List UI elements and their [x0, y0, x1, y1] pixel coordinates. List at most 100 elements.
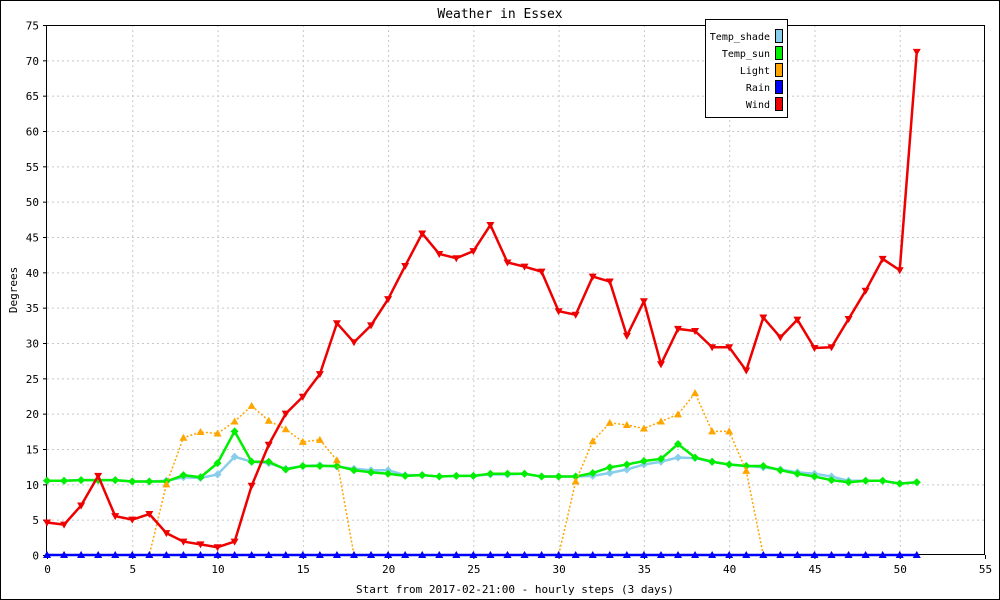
data-point-temp-sun	[367, 468, 376, 477]
data-point-temp-sun	[725, 460, 734, 469]
data-point-wind	[571, 311, 580, 319]
data-point-temp-sun	[213, 459, 222, 468]
data-point-light	[179, 433, 188, 441]
data-point-temp-shade	[230, 452, 239, 461]
data-point-wind	[111, 513, 120, 521]
data-point-light	[298, 437, 307, 445]
data-point-light	[605, 418, 614, 426]
data-point-rain	[281, 551, 290, 558]
data-point-temp-sun	[708, 457, 717, 466]
data-point-rain	[401, 551, 410, 558]
data-point-temp-sun	[60, 476, 69, 485]
data-point-rain	[43, 551, 51, 558]
data-point-temp-sun	[349, 466, 358, 475]
data-point-rain	[503, 551, 512, 558]
series-rain	[43, 551, 921, 558]
data-point-rain	[605, 551, 614, 558]
data-point-wind	[861, 287, 870, 295]
data-point-temp-sun	[776, 466, 785, 475]
data-point-rain	[656, 551, 665, 558]
data-point-temp-sun	[759, 461, 768, 470]
data-point-rain	[878, 551, 887, 558]
data-point-rain	[247, 551, 256, 558]
y-tick-label: 75	[26, 20, 39, 33]
legend-swatch-temp-shade	[775, 29, 783, 43]
data-point-wind	[349, 339, 358, 347]
legend-swatch-wind	[775, 97, 783, 111]
data-point-temp-sun	[895, 479, 904, 488]
data-point-rain	[776, 551, 785, 558]
data-point-light	[247, 401, 256, 409]
data-point-rain	[60, 551, 69, 558]
data-point-rain	[691, 551, 700, 558]
data-point-wind	[469, 248, 478, 256]
data-point-wind	[520, 263, 529, 271]
x-axis-label: Start from 2017-02-21:00 - hourly steps …	[356, 583, 674, 596]
legend-label-temp-shade: Temp_shade	[710, 32, 770, 43]
data-point-temp-sun	[247, 457, 256, 466]
data-point-temp-sun	[861, 476, 870, 485]
series-temp-sun	[43, 427, 921, 488]
data-point-rain	[162, 551, 171, 558]
x-tick-label: 40	[723, 563, 736, 576]
data-point-temp-sun	[571, 472, 580, 481]
x-tick-label: 10	[211, 563, 224, 576]
data-point-temp-sun	[844, 478, 853, 487]
data-point-rain	[844, 551, 853, 558]
data-point-light	[588, 437, 597, 445]
x-tick-label: 45	[808, 563, 821, 576]
data-point-rain	[486, 551, 495, 558]
x-tick-label: 15	[297, 563, 310, 576]
data-point-temp-sun	[537, 472, 546, 481]
data-point-temp-sun	[810, 472, 819, 481]
data-point-rain	[622, 551, 631, 558]
legend-swatch-light	[775, 63, 783, 77]
data-point-rain	[912, 551, 921, 558]
series-line-light	[47, 392, 917, 556]
y-tick-label: 60	[26, 126, 39, 139]
data-point-rain	[315, 551, 324, 558]
y-tick-label: 35	[26, 302, 39, 315]
data-point-temp-sun	[401, 471, 410, 480]
data-point-rain	[674, 551, 683, 558]
data-point-wind	[367, 322, 376, 330]
data-point-wind	[912, 48, 921, 56]
data-point-temp-sun	[639, 457, 648, 466]
legend-label-rain: Rain	[746, 83, 770, 94]
data-point-temp-sun	[503, 469, 512, 478]
data-point-rain	[145, 551, 154, 558]
data-point-temp-sun	[43, 476, 51, 485]
data-point-temp-shade	[674, 453, 683, 462]
data-point-rain	[179, 551, 188, 558]
data-point-rain	[128, 551, 137, 558]
y-tick-label: 5	[32, 514, 39, 527]
data-point-wind	[230, 538, 239, 546]
data-point-light	[639, 424, 648, 432]
data-point-rain	[827, 551, 836, 558]
x-tick-label: 50	[894, 563, 907, 576]
data-point-light	[213, 429, 222, 437]
series-wind	[43, 48, 921, 552]
x-tick-label: 55	[979, 563, 992, 576]
data-point-wind	[708, 344, 717, 352]
y-tick-label: 10	[26, 479, 39, 492]
y-tick-label: 25	[26, 373, 39, 386]
series-line-wind	[46, 51, 919, 549]
data-point-wind	[43, 519, 51, 527]
data-point-temp-sun	[179, 471, 188, 480]
data-point-temp-sun	[622, 460, 631, 469]
data-point-light	[674, 410, 683, 418]
data-point-rain	[469, 551, 478, 558]
y-tick-label: 30	[26, 338, 39, 351]
data-point-wind	[435, 250, 444, 258]
data-point-rain	[742, 551, 751, 558]
data-point-wind	[298, 393, 307, 401]
y-tick-label: 20	[26, 408, 39, 421]
data-point-wind	[179, 538, 188, 546]
x-tick-label: 20	[382, 563, 395, 576]
data-point-wind	[162, 530, 171, 538]
data-point-rain	[588, 551, 597, 558]
data-point-wind	[691, 327, 700, 335]
data-point-rain	[94, 551, 103, 558]
